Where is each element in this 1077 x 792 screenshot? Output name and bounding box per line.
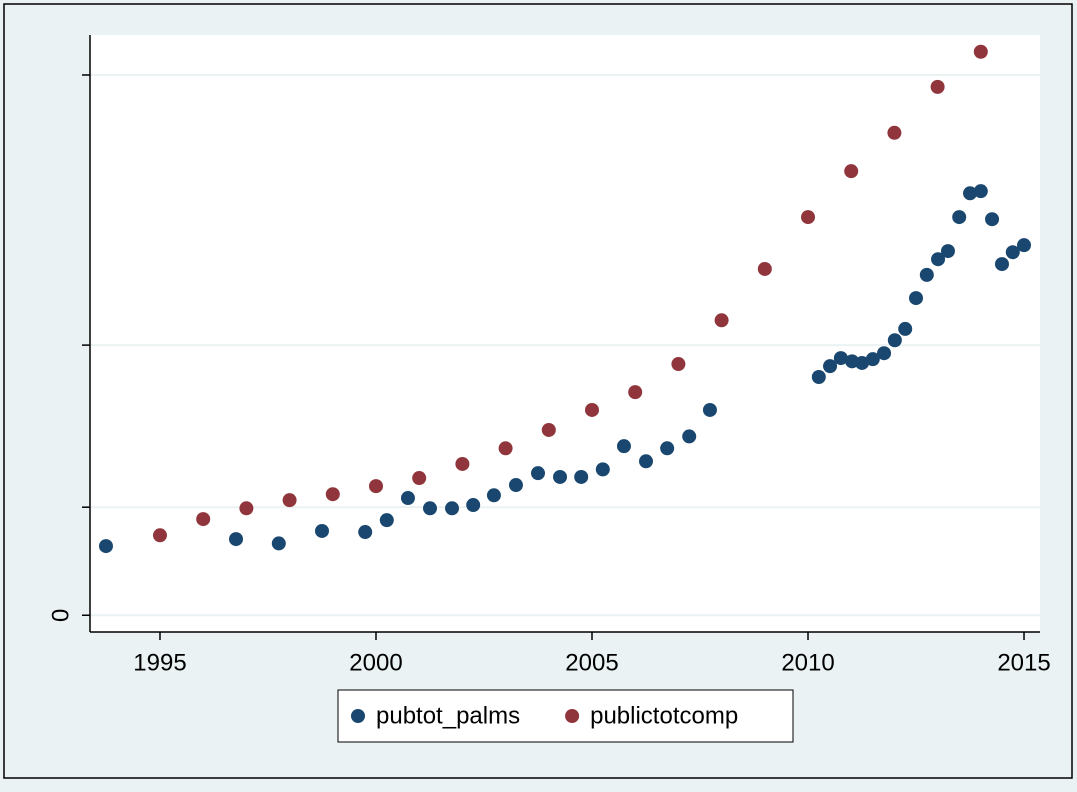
point xyxy=(585,402,600,417)
point xyxy=(271,536,286,551)
point xyxy=(898,321,913,336)
point xyxy=(616,439,631,454)
point xyxy=(887,125,902,140)
x-tick-label: 2010 xyxy=(781,649,834,676)
point xyxy=(508,478,523,493)
legend-marker xyxy=(351,709,365,723)
point xyxy=(541,422,556,437)
point xyxy=(919,267,934,282)
point xyxy=(660,441,675,456)
plot-area xyxy=(90,35,1040,632)
point xyxy=(909,291,924,306)
point xyxy=(574,469,589,484)
x-tick-label: 2015 xyxy=(997,649,1050,676)
point xyxy=(358,525,373,540)
point xyxy=(963,186,978,201)
point xyxy=(801,210,816,225)
point xyxy=(628,385,643,400)
legend-marker xyxy=(565,709,580,723)
point xyxy=(1005,245,1020,260)
point xyxy=(985,212,1000,227)
point xyxy=(400,491,415,506)
point xyxy=(498,441,513,456)
point xyxy=(757,261,772,276)
point xyxy=(714,313,729,328)
point xyxy=(865,352,880,367)
point xyxy=(682,429,697,444)
legend: pubtot_palms publictotcomp xyxy=(337,689,794,743)
point xyxy=(314,523,329,538)
point xyxy=(877,346,892,361)
point xyxy=(379,513,394,528)
point xyxy=(973,44,988,59)
x-tick-label: 2005 xyxy=(565,649,618,676)
frame xyxy=(3,3,1073,779)
point xyxy=(811,369,826,384)
point xyxy=(1017,238,1032,253)
point xyxy=(994,257,1009,272)
point xyxy=(466,498,481,513)
point xyxy=(445,501,460,516)
point xyxy=(855,355,870,370)
point xyxy=(412,471,427,486)
point xyxy=(239,501,254,516)
point xyxy=(973,184,988,199)
point xyxy=(98,539,113,554)
legend-label: publictotcomp xyxy=(590,702,738,729)
point xyxy=(196,512,211,527)
point xyxy=(152,528,167,543)
point xyxy=(422,501,437,516)
x-tick-label: 2000 xyxy=(349,649,402,676)
point xyxy=(325,487,340,502)
point xyxy=(844,164,859,179)
point xyxy=(530,466,545,481)
point xyxy=(229,532,244,547)
point xyxy=(639,454,654,469)
point xyxy=(553,469,568,484)
point xyxy=(940,244,955,259)
x-tick-label: 1995 xyxy=(133,649,186,676)
point xyxy=(486,488,501,503)
point xyxy=(887,333,902,348)
point xyxy=(368,479,383,494)
point xyxy=(833,351,848,366)
point xyxy=(671,357,686,372)
point xyxy=(282,493,297,508)
point xyxy=(823,359,838,374)
point xyxy=(952,210,967,225)
point xyxy=(702,402,717,417)
point xyxy=(931,252,946,267)
point xyxy=(455,456,470,471)
point xyxy=(595,462,610,477)
point xyxy=(930,79,945,94)
legend-label: pubtot_palms xyxy=(376,702,520,729)
y-tick-label: 0 xyxy=(47,609,74,622)
